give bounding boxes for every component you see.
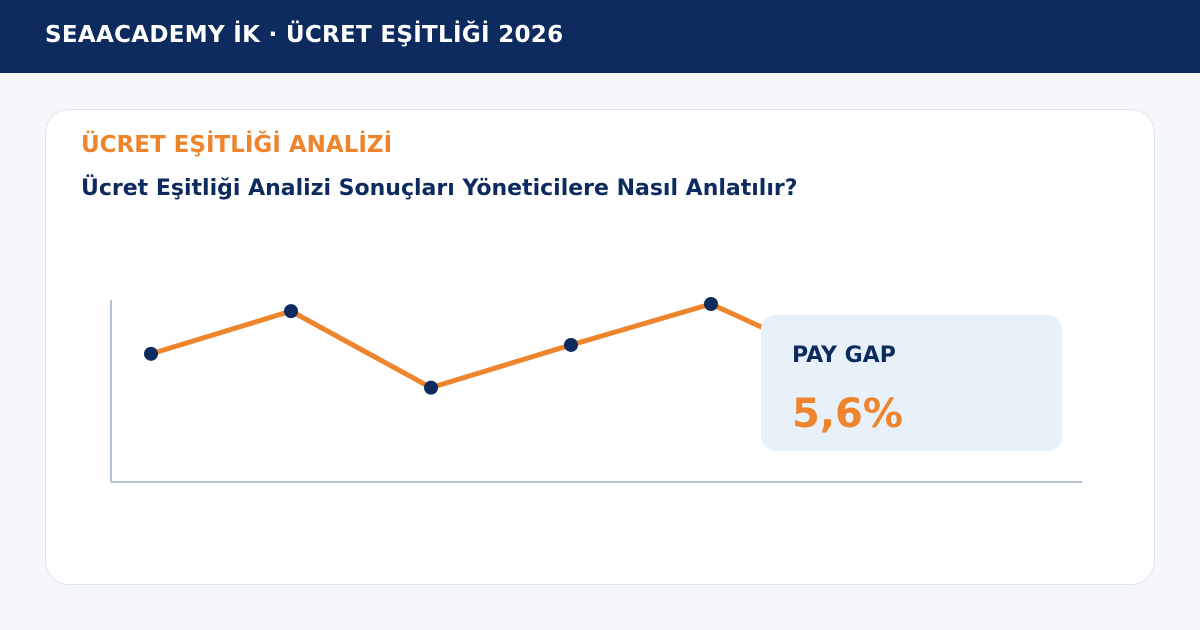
line-chart — [110, 297, 1082, 483]
kpi-value: 5,6% — [792, 391, 903, 437]
card-eyebrow: ÜCRET EŞİTLİĞİ ANALİZİ — [81, 132, 393, 158]
data-point — [284, 304, 298, 319]
data-point — [424, 380, 438, 395]
series-line — [148, 301, 854, 391]
data-point — [564, 337, 578, 352]
header-bar: SEAACADEMY İK · ÜCRET EŞİTLİĞİ 2026 — [0, 0, 1200, 73]
card-headline: Ücret Eşitliği Analizi Sonuçları Yönetic… — [81, 176, 798, 201]
kpi-box: PAY GAP 5,6% — [761, 315, 1062, 451]
kpi-label: PAY GAP — [792, 343, 896, 368]
data-point — [144, 346, 158, 361]
header-title: SEAACADEMY İK · ÜCRET EŞİTLİĞİ 2026 — [45, 22, 564, 48]
data-points — [144, 297, 718, 395]
data-point — [704, 297, 718, 311]
analysis-card: ÜCRET EŞİTLİĞİ ANALİZİ Ücret Eşitliği An… — [45, 109, 1155, 585]
